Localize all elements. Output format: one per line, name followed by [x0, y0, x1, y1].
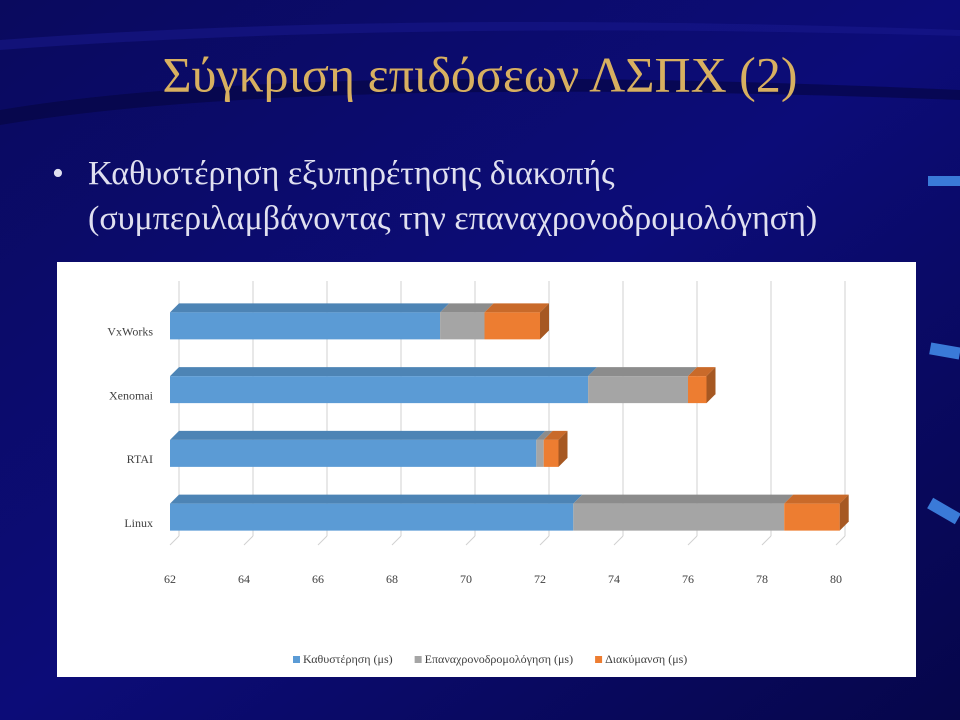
grid-line-floor	[539, 535, 550, 546]
y-tick-label: RTAI	[127, 452, 153, 466]
streak	[0, 78, 960, 125]
x-tick-label: 76	[682, 572, 694, 586]
x-tick-label: 72	[534, 572, 546, 586]
legend-swatch	[293, 656, 300, 663]
bar-top	[170, 303, 450, 313]
bar-top	[170, 430, 546, 440]
bar-top	[536, 430, 553, 440]
x-tick-label: 70	[460, 572, 472, 586]
chart: 62 64 66 68 70 72 74 76 78 80 VxWorks Xenomai RTAI Li…	[107, 281, 849, 666]
grid-line-floor	[391, 535, 402, 546]
edge-dash	[927, 497, 960, 525]
edge-dash	[928, 176, 960, 186]
bar	[440, 312, 485, 340]
bar-side	[706, 367, 716, 404]
bar-top	[588, 367, 697, 377]
x-tick-label: 64	[238, 572, 250, 586]
bar-top	[688, 367, 716, 377]
bullet-text: Καθυστέρηση εξυπηρέτησης διακοπής	[88, 155, 615, 192]
x-tick-label: 74	[608, 572, 620, 586]
legend-label: Καθυστέρηση (μs)	[303, 652, 393, 666]
grid-line-floor	[169, 535, 180, 546]
x-tick-label: 62	[164, 572, 176, 586]
legend-swatch	[414, 656, 422, 663]
grid-line-floor	[317, 535, 328, 546]
grid-line-floor	[687, 535, 698, 546]
bar-top	[440, 303, 494, 313]
grid-line-floor	[613, 535, 624, 546]
bullet-text: (συμπεριλαμβάνοντας την επαναχρονοδρομολ…	[88, 200, 817, 237]
y-tick-label: Linux	[124, 516, 153, 530]
bar	[170, 439, 537, 467]
legend-label: Διακύμανση (μs)	[605, 652, 687, 666]
bar-top	[484, 303, 549, 313]
grid-line-floor	[835, 535, 846, 546]
bar-top	[170, 494, 583, 504]
slide-title: Σύγκριση επιδόσεων ΛΣΠΧ (2)	[163, 46, 798, 102]
bar-side	[839, 494, 849, 531]
grid-line-floor	[465, 535, 476, 546]
bar	[573, 503, 785, 531]
edge-dash	[929, 342, 960, 360]
x-tick-label: 80	[830, 572, 842, 586]
bar-top	[170, 367, 598, 377]
grid-line-floor	[243, 535, 254, 546]
x-tick-label: 66	[312, 572, 324, 586]
x-tick-label: 78	[756, 572, 768, 586]
bar	[784, 503, 840, 531]
grid-line-floor	[761, 535, 772, 546]
bar	[543, 439, 559, 467]
bar	[688, 376, 707, 404]
bar-top	[543, 430, 568, 440]
y-tick-label: VxWorks	[107, 325, 153, 339]
bar-top	[784, 494, 849, 504]
streak	[0, 22, 960, 50]
legend-label: Επαναχρονοδρομολόγηση (μs)	[425, 652, 573, 666]
bar-top	[573, 494, 794, 504]
bar	[170, 376, 589, 404]
bar-side	[540, 303, 549, 340]
bar	[536, 439, 544, 467]
bar-side	[558, 430, 568, 467]
bar	[170, 503, 574, 531]
bar	[170, 312, 441, 340]
y-tick-label: Xenomai	[109, 388, 154, 402]
bar	[484, 312, 540, 340]
legend-swatch	[595, 656, 603, 663]
bar	[588, 376, 688, 404]
bullet-mark: •	[52, 155, 64, 192]
x-tick-label: 68	[386, 572, 398, 586]
